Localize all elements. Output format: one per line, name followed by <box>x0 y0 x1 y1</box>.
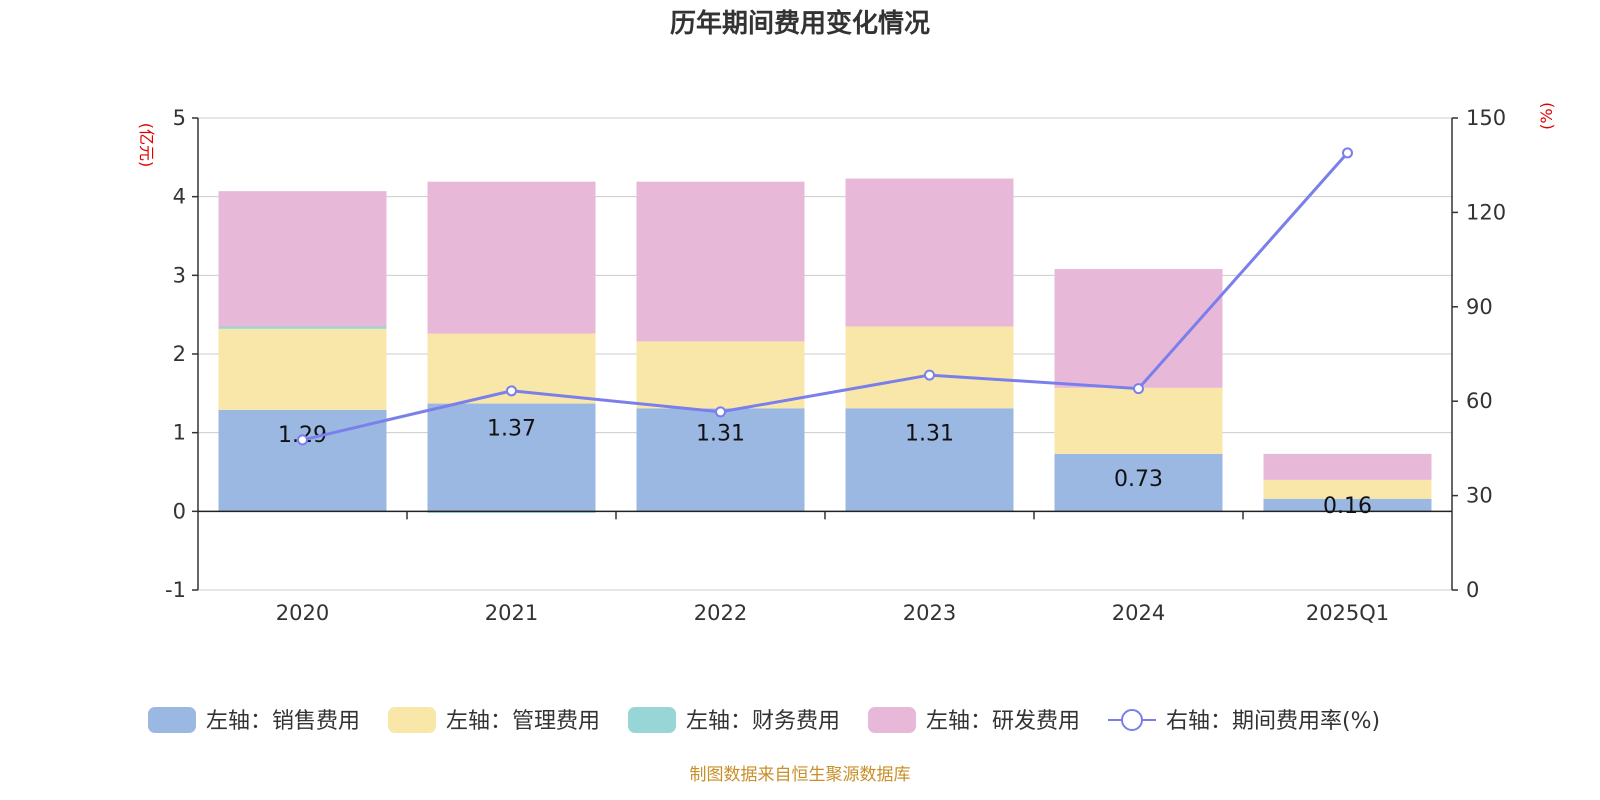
bar-segment <box>427 181 596 334</box>
left-tick-label: 0 <box>173 499 186 523</box>
left-tick-label: -1 <box>165 578 186 602</box>
bar-segment <box>218 326 387 329</box>
x-tick-label: 2023 <box>903 601 956 625</box>
left-tick-label: 4 <box>173 185 186 209</box>
legend-marker-icon <box>1121 709 1143 731</box>
rate-line <box>302 151 1349 442</box>
bar-series <box>218 178 1432 513</box>
rate-point <box>297 434 308 446</box>
bar-segment <box>1054 453 1223 512</box>
x-tick-label: 2022 <box>694 601 747 625</box>
legend-label: 左轴：销售费用 <box>206 709 360 734</box>
legend-swatch <box>868 707 916 733</box>
bar-segment <box>636 181 805 342</box>
legend-label: 左轴：管理费用 <box>446 709 600 734</box>
x-tick-label: 2020 <box>276 601 329 625</box>
legend-swatch <box>148 707 196 733</box>
rate-point <box>715 406 726 418</box>
left-axis-unit: (亿元) <box>137 123 156 168</box>
legend-swatch <box>628 707 676 733</box>
bar-segment <box>1263 498 1432 512</box>
chart-title: 历年期间费用变化情况 <box>670 8 930 39</box>
bar-segment <box>1054 269 1223 388</box>
left-tick-label: 3 <box>173 263 186 287</box>
bar-segment <box>1054 387 1223 454</box>
bar-segment <box>636 408 805 512</box>
bar-segment <box>845 326 1014 409</box>
bar-segment <box>218 328 387 410</box>
x-tick-label: 2021 <box>485 601 538 625</box>
data-label: 1.37 <box>487 417 536 442</box>
source-note: 制图数据来自恒生聚源数据库 <box>690 765 911 785</box>
rate-point <box>506 385 517 397</box>
axes: -1 0 1 2 3 4 5 0 30 60 90 120 150 2020 2021 2022 2023 202… <box>165 106 1506 625</box>
bar-segment <box>1263 453 1432 480</box>
left-tick-label: 5 <box>173 106 186 130</box>
legend-label: 右轴：期间费用率(%) <box>1166 709 1380 734</box>
data-label: 1.31 <box>696 421 745 446</box>
data-labels: 1.291.371.311.310.730.16 <box>278 417 1372 519</box>
bar-segment <box>845 178 1014 327</box>
legend-swatch <box>388 707 436 733</box>
rate-point <box>924 369 935 381</box>
bar-segment <box>845 408 1014 512</box>
rate-point <box>1133 383 1144 395</box>
left-tick-label: 1 <box>173 421 186 445</box>
bar-segment <box>1263 479 1432 499</box>
x-tick-label: 2025Q1 <box>1306 601 1389 625</box>
right-tick-label: 30 <box>1466 484 1493 508</box>
data-label: 0.16 <box>1323 494 1372 519</box>
x-tick-label: 2024 <box>1112 601 1165 625</box>
right-tick-label: 120 <box>1466 200 1506 224</box>
right-tick-label: 90 <box>1466 295 1493 319</box>
bar-segment <box>427 511 596 513</box>
right-tick-label: 150 <box>1466 106 1506 130</box>
bar-segment <box>636 341 805 409</box>
legend: 左轴：销售费用 左轴：管理费用 左轴：财务费用 左轴：研发费用 右轴：期间费用率(%) <box>148 707 1380 734</box>
rate-point <box>1342 147 1353 159</box>
bar-segment <box>427 403 596 512</box>
data-label: 0.73 <box>1114 467 1163 492</box>
legend-label: 左轴：研发费用 <box>926 709 1080 734</box>
left-tick-label: 2 <box>173 342 186 366</box>
bar-segment <box>218 191 387 327</box>
legend-label: 左轴：财务费用 <box>686 709 840 734</box>
right-tick-label: 0 <box>1466 578 1479 602</box>
right-axis-unit: (%) <box>1537 102 1556 130</box>
right-tick-label: 60 <box>1466 389 1493 413</box>
rate-line-series <box>297 147 1353 446</box>
grid-lines <box>198 117 1452 591</box>
data-label: 1.31 <box>905 421 954 446</box>
